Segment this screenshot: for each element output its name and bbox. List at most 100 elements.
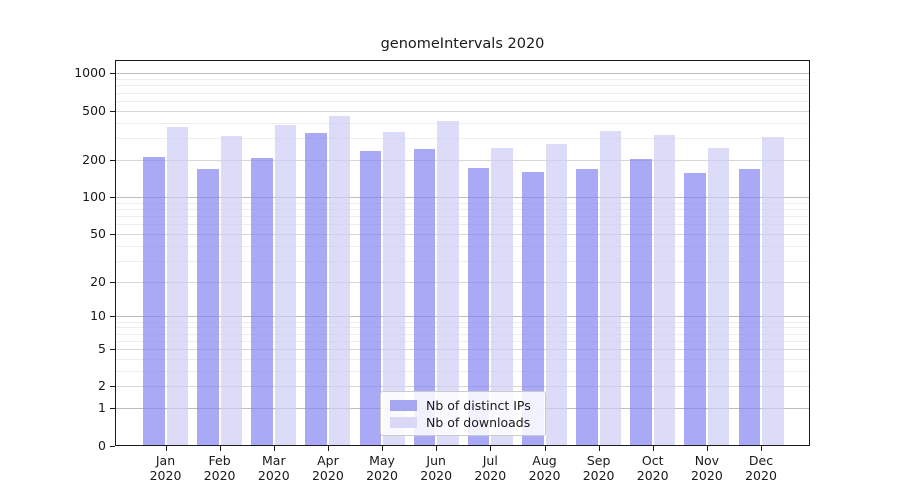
x-tick-label-dec-2020: Dec 2020 [745,453,777,483]
legend-item-label: Nb of downloads [426,415,531,430]
bar-nb-of-distinct-ips-feb-2020 [197,168,219,445]
minor-gridline [116,321,809,323]
x-tick-label-jan-2020: Jan 2020 [149,453,182,483]
major-gridline [116,316,809,318]
bar-nb-of-downloads-oct-2020 [653,134,676,445]
bar-nb-of-downloads-mar-2020 [274,124,297,445]
x-tick [327,446,329,451]
x-tick-label-sep-2020: Sep 2020 [582,453,615,483]
x-tick [273,446,275,451]
bar-nb-of-distinct-ips-sep-2020 [576,169,598,445]
y-tick-label: 10 [90,308,106,324]
minor-gridline [116,138,809,140]
major-gridline [116,349,809,350]
x-tick [761,446,762,451]
minor-gridline [116,370,809,372]
y-tick [110,316,115,318]
y-tick [110,445,115,447]
bar-nb-of-distinct-ips-aug-2020 [522,171,544,445]
bar-nb-of-distinct-ips-mar-2020 [251,157,273,445]
bar-nb-of-distinct-ips-jan-2020 [143,156,165,445]
major-gridline [116,233,809,235]
minor-gridline [116,122,809,124]
x-tick-label-nov-2020: Nov 2020 [690,453,723,483]
x-tick [706,446,708,451]
minor-gridline [116,224,809,226]
minor-gridline [116,79,809,81]
major-gridline [116,110,809,112]
y-tick [110,349,115,350]
minor-gridline [116,333,809,335]
x-tick [436,446,438,451]
bar-nb-of-distinct-ips-may-2020 [359,151,381,445]
minor-gridline [116,340,809,342]
x-tick-label-oct-2020: Oct 2020 [636,453,669,483]
legend-item-label: Nb of distinct IPs [426,398,531,413]
minor-gridline [116,358,809,360]
y-tick [110,197,115,198]
bar-nb-of-downloads-sep-2020 [599,130,622,445]
major-gridline [116,386,809,388]
y-tick-label: 0 [98,437,106,453]
x-tick-label-aug-2020: Aug 2020 [528,453,561,483]
legend-swatch-icon [390,417,417,428]
bar-nb-of-distinct-ips-apr-2020 [305,133,327,445]
y-tick [110,233,115,235]
bar-nb-of-downloads-jan-2020 [166,126,188,445]
y-tick [110,281,115,283]
x-tick [165,446,167,451]
major-gridline [116,281,809,283]
minor-gridline [116,245,809,247]
y-tick-label: 5 [98,341,106,356]
bar-nb-of-distinct-ips-jun-2020 [413,149,436,445]
bar-nb-of-downloads-jul-2020 [491,147,513,445]
legend: Nb of distinct IPs Nb of downloads [380,391,546,436]
y-tick-label: 50 [90,225,106,241]
major-gridline [116,159,809,161]
x-tick-label-feb-2020: Feb 2020 [203,453,236,483]
legend-swatch-icon [390,400,417,411]
y-tick-label: 500 [82,102,106,118]
x-tick [490,446,492,451]
minor-gridline [116,100,809,102]
bar-nb-of-distinct-ips-dec-2020 [738,168,760,445]
bar-nb-of-downloads-dec-2020 [762,136,784,445]
y-tick [110,408,115,410]
legend-item-nb-of-downloads: Nb of downloads [390,415,536,430]
y-tick-label: 2 [98,378,106,394]
x-tick-label-may-2020: May 2020 [366,453,398,483]
minor-gridline [116,215,809,217]
y-tick-label: 1 [98,400,106,416]
minor-gridline [116,327,809,329]
bar-nb-of-downloads-nov-2020 [707,147,730,445]
x-tick [652,446,654,451]
x-tick [382,446,383,451]
x-tick-label-mar-2020: Mar 2020 [257,453,290,483]
bar-nb-of-downloads-aug-2020 [545,144,567,445]
minor-gridline [116,202,809,204]
x-tick [598,446,600,451]
x-tick-label-apr-2020: Apr 2020 [311,453,344,483]
y-tick [110,110,115,112]
minor-gridline [116,208,809,210]
minor-gridline [116,92,809,94]
y-tick-label: 200 [82,151,106,167]
y-tick-label: 100 [82,189,106,204]
x-tick-label-jun-2020: Jun 2020 [420,453,453,483]
y-tick [110,386,115,388]
plot-area: Nb of distinct IPs Nb of downloads [115,60,810,446]
major-gridline [116,197,809,198]
minor-gridline [116,85,809,87]
bar-nb-of-downloads-apr-2020 [328,115,351,445]
y-tick [110,159,115,161]
y-tick-label: 1000 [74,65,106,81]
x-tick-label-jul-2020: Jul 2020 [474,453,507,483]
x-tick [219,446,221,451]
bar-nb-of-distinct-ips-oct-2020 [630,159,652,445]
bar-nb-of-distinct-ips-jul-2020 [467,168,490,445]
chart-title: genomeIntervals 2020 [380,36,545,52]
bar-nb-of-distinct-ips-nov-2020 [684,172,706,445]
bar-nb-of-downloads-jun-2020 [437,120,459,445]
x-tick [544,446,546,451]
